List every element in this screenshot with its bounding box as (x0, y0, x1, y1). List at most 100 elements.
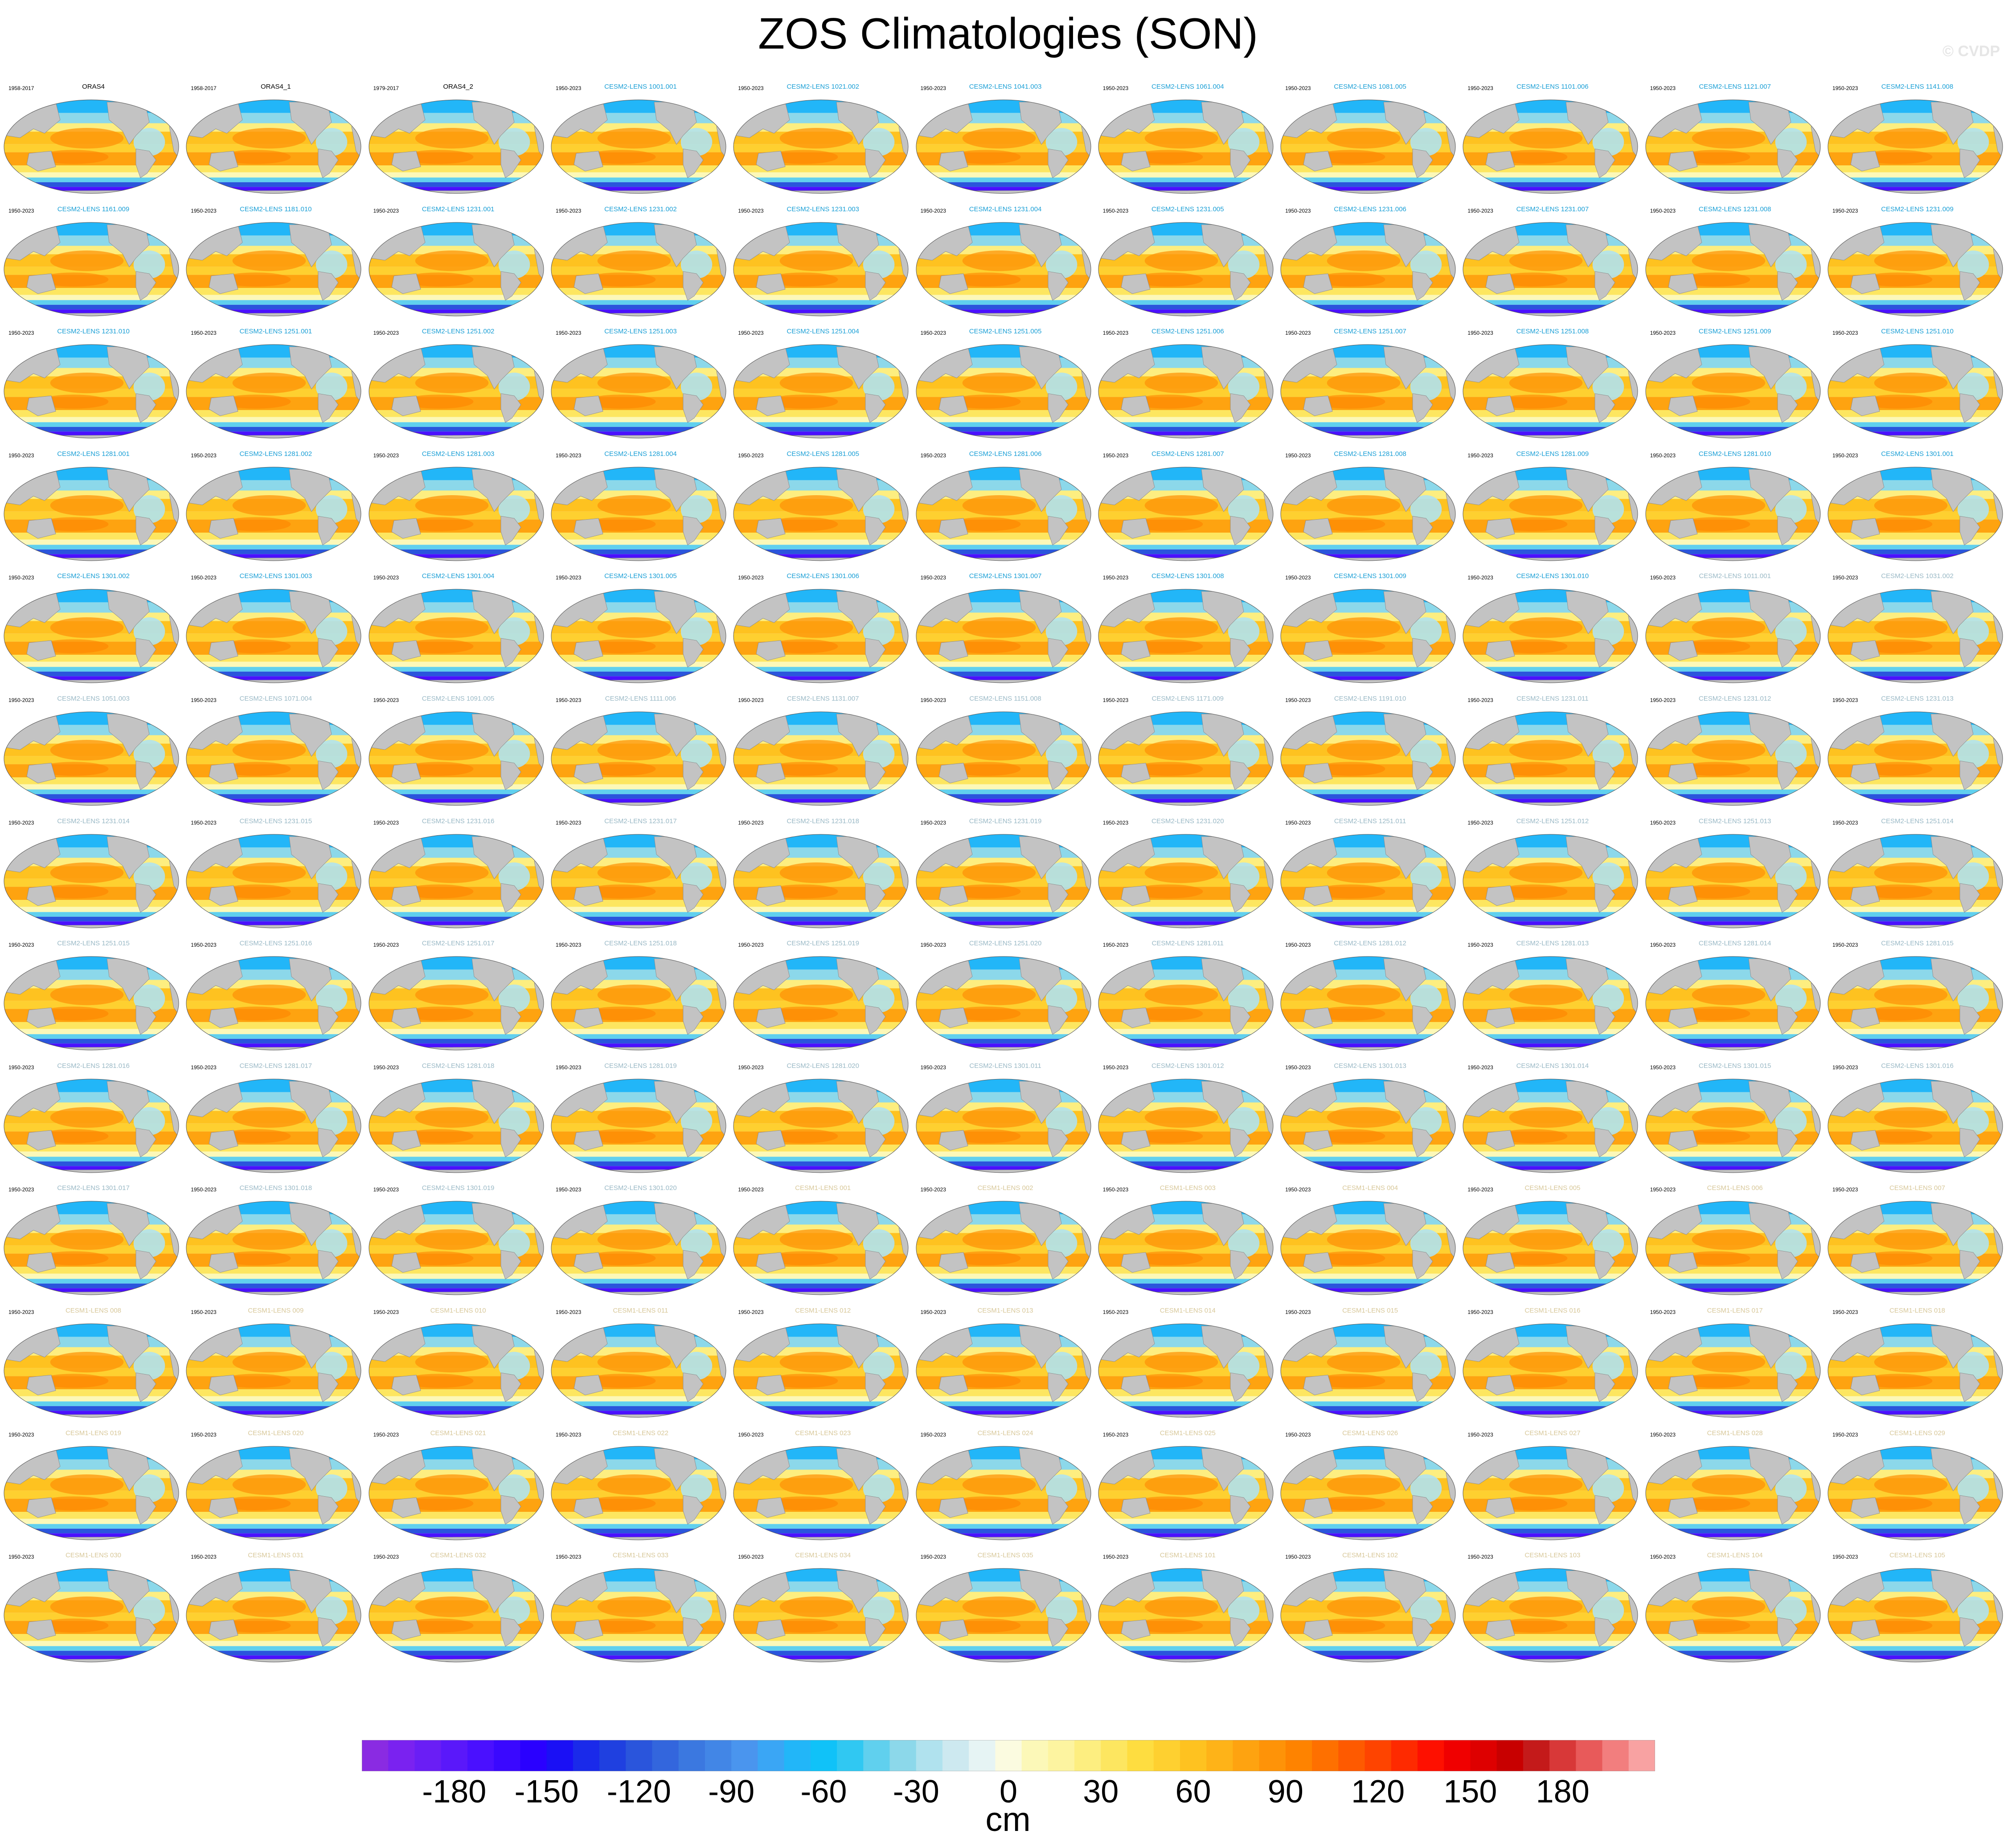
map-field (4, 1568, 179, 1662)
map-field (1098, 834, 1273, 928)
panel-model-label: CESM1-LENS 019 (65, 1429, 122, 1437)
map-svg (1828, 1201, 2003, 1295)
map-panel: 1950-2023 CESM2-LENS 1301.011 (914, 1061, 1097, 1184)
map-svg (186, 1201, 361, 1295)
colorbar-swatch (916, 1740, 943, 1771)
panel-model-label: CESM1-LENS 031 (248, 1551, 304, 1560)
map-field (1645, 1324, 1820, 1417)
map-panel: 1950-2023 CESM2-LENS 1231.017 (549, 817, 732, 939)
panel-period-label: 1950-2023 (1467, 1554, 1493, 1560)
map-panel: 1950-2023 CESM2-LENS 1301.020 (549, 1183, 732, 1306)
panel-model-label: CESM2-LENS 1301.019 (422, 1184, 495, 1192)
panel-period-label: 1950-2023 (1832, 697, 1858, 703)
panel-model-label: CESM2-LENS 1281.005 (787, 450, 859, 458)
panel-model-label: CESM2-LENS 1301.012 (1151, 1062, 1224, 1070)
panel-period-label: 1950-2023 (373, 575, 399, 581)
map-svg (1828, 1446, 2003, 1540)
panel-period-label: 1950-2023 (1102, 575, 1129, 581)
map-field (1463, 834, 1638, 928)
panel-model-label: CESM2-LENS 1251.010 (1881, 328, 1954, 336)
map-field (369, 834, 544, 928)
map-panel: 1950-2023 CESM1-LENS 029 (1826, 1428, 2008, 1551)
panel-period-label: 1950-2023 (1467, 819, 1493, 826)
map-svg (1645, 222, 1821, 316)
map-svg (1645, 711, 1821, 806)
map-field (4, 1324, 179, 1417)
map-panel: 1950-2023 CESM1-LENS 027 (1461, 1428, 1643, 1551)
map-svg (916, 711, 1091, 806)
panel-model-label: CESM1-LENS 034 (795, 1551, 851, 1560)
colorbar-swatch (969, 1740, 996, 1771)
panel-period-label: 1950-2023 (1102, 452, 1129, 459)
panel-model-label: CESM2-LENS 1251.014 (1881, 817, 1954, 825)
map-svg (916, 222, 1091, 316)
panel-model-label: CESM2-LENS 1231.010 (57, 328, 130, 336)
panel-model-label: ORAS4 (82, 83, 105, 90)
map-field (916, 222, 1091, 316)
map-panel: 1950-2023 CESM2-LENS 1281.006 (914, 449, 1097, 572)
map-panel: 1950-2023 CESM2-LENS 1251.011 (1279, 817, 1461, 939)
map-field (733, 100, 909, 193)
map-field (916, 1079, 1091, 1173)
panel-period-label: 1950-2023 (8, 1554, 34, 1560)
map-panel: 1950-2023 CESM2-LENS 1231.003 (732, 205, 914, 327)
map-svg (1280, 1323, 1456, 1418)
panel-model-label: CESM2-LENS 1281.007 (1151, 450, 1224, 458)
panel-model-label: CESM2-LENS 1281.015 (1881, 940, 1954, 948)
map-panel: 1950-2023 CESM2-LENS 1231.016 (367, 817, 549, 939)
map-field (4, 100, 179, 193)
panel-period-label: 1950-2023 (373, 207, 399, 214)
map-panel: 1950-2023 CESM2-LENS 1231.015 (184, 817, 367, 939)
map-field (1098, 956, 1273, 1051)
map-panel: 1950-2023 CESM2-LENS 1281.018 (367, 1061, 549, 1184)
map-field (369, 956, 544, 1051)
map-panel: 1950-2023 CESM2-LENS 1281.020 (732, 1061, 914, 1184)
colorbar-tick-label: 120 (1351, 1774, 1405, 1810)
panel-model-label: CESM2-LENS 1251.018 (604, 940, 677, 948)
panel-period-label: 1950-2023 (191, 942, 217, 948)
panel-period-label: 1950-2023 (738, 942, 764, 948)
map-panel: 1950-2023 CESM1-LENS 009 (184, 1306, 367, 1428)
map-panel: 1950-2023 CESM2-LENS 1301.006 (732, 571, 914, 694)
panel-period-label: 1950-2023 (1650, 819, 1676, 826)
panel-model-label: CESM2-LENS 1301.017 (57, 1184, 130, 1192)
map-panel: 1950-2023 CESM2-LENS 1251.014 (1826, 817, 2008, 939)
map-svg (369, 834, 544, 928)
map-svg (1098, 222, 1274, 316)
map-panel: 1950-2023 CESM2-LENS 1301.012 (1097, 1061, 1279, 1184)
colorbar-swatch (889, 1740, 917, 1771)
map-panel: 1950-2023 CESM2-LENS 1301.004 (367, 571, 549, 694)
panel-model-label: CESM1-LENS 023 (795, 1429, 851, 1437)
map-panel: 1950-2023 CESM1-LENS 032 (367, 1551, 549, 1673)
map-panel: 1950-2023 CESM2-LENS 1301.001 (1826, 449, 2008, 572)
panel-period-label: 1950-2023 (8, 575, 34, 581)
colorbar-swatch (414, 1740, 442, 1771)
panel-model-label: CESM2-LENS 1251.005 (969, 328, 1042, 336)
panel-model-label: CESM2-LENS 1281.010 (1698, 450, 1771, 458)
panel-model-label: CESM2-LENS 1301.005 (604, 572, 677, 580)
colorbar-swatch (1127, 1740, 1154, 1771)
map-svg (1098, 1446, 1274, 1540)
map-field (369, 100, 544, 193)
panel-model-label: CESM2-LENS 1281.003 (422, 450, 495, 458)
map-panel: 1950-2023 CESM2-LENS 1301.018 (184, 1183, 367, 1306)
panel-model-label: ORAS4_1 (261, 83, 291, 90)
map-panel: 1950-2023 CESM2-LENS 1301.019 (367, 1183, 549, 1306)
map-field (733, 222, 909, 316)
map-field (1828, 1079, 2003, 1173)
colorbar-tick-label: -60 (800, 1774, 847, 1810)
map-field (551, 1568, 726, 1662)
colorbar-swatch (1206, 1740, 1233, 1771)
colorbar-swatch (1470, 1740, 1497, 1771)
map-panel: 1950-2023 CESM1-LENS 001 (732, 1183, 914, 1306)
map-field (1828, 222, 2003, 316)
map-svg (733, 834, 909, 928)
map-field (1463, 345, 1638, 439)
map-field (1645, 222, 1820, 316)
map-panel: 1950-2023 CESM2-LENS 1251.003 (549, 327, 732, 449)
panel-period-label: 1950-2023 (555, 330, 582, 337)
map-panel: 1950-2023 CESM1-LENS 005 (1461, 1183, 1643, 1306)
map-svg (1645, 834, 1821, 928)
map-field (916, 100, 1091, 193)
map-svg (4, 1201, 179, 1295)
